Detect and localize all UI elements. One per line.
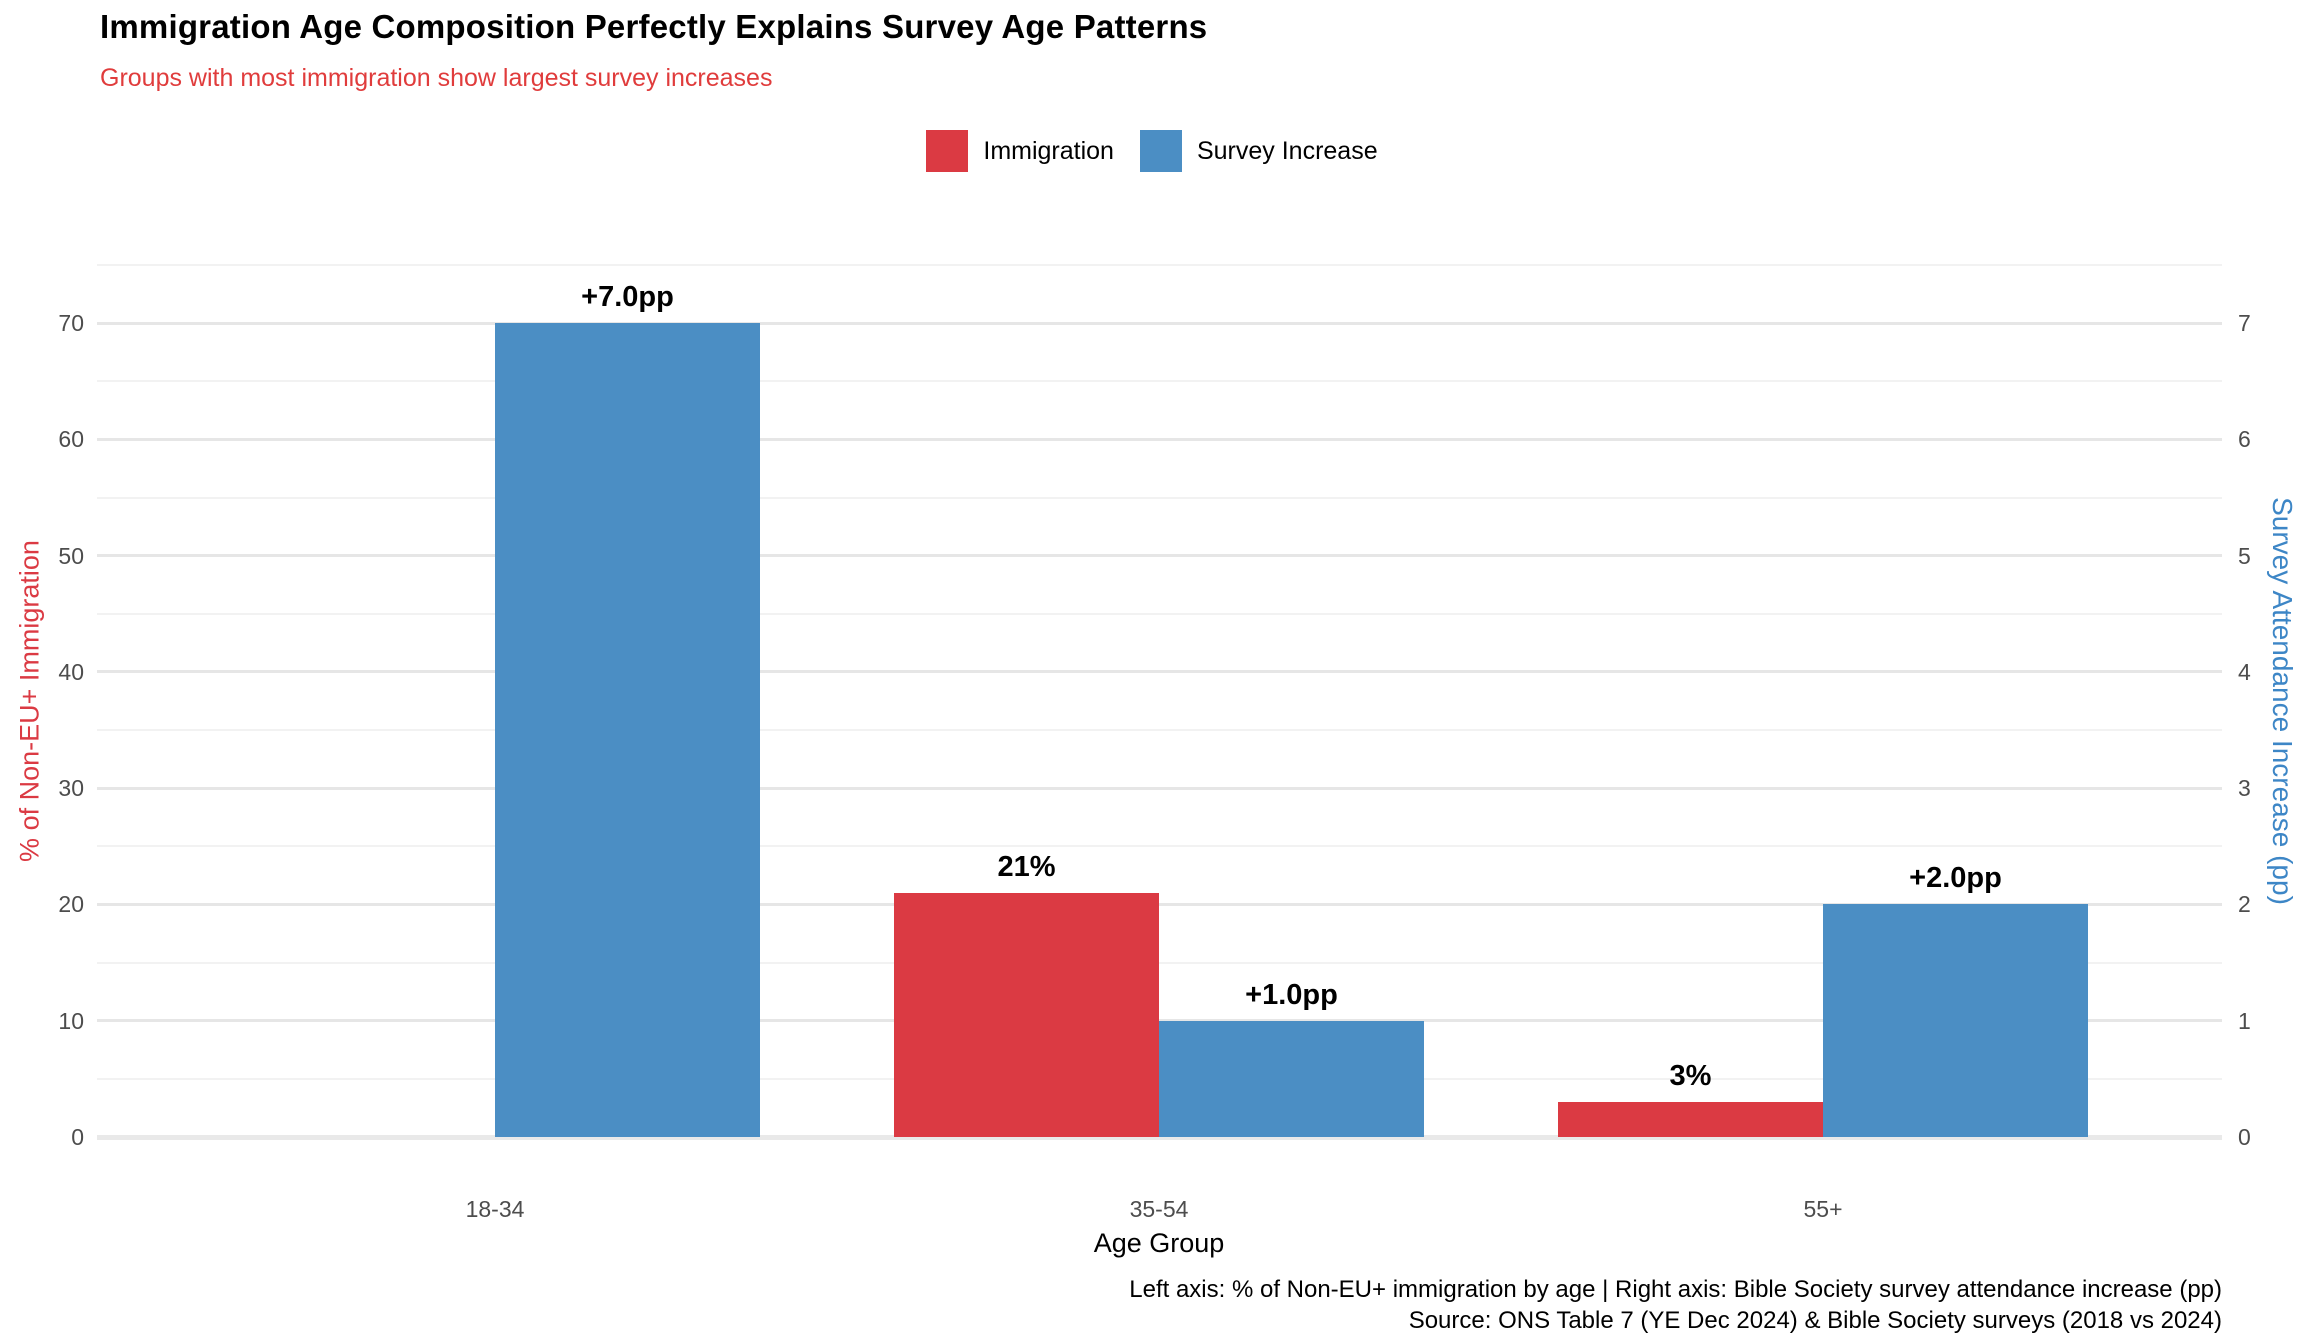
gridline	[97, 437, 2222, 441]
gridline	[97, 264, 2222, 266]
right-axis-tick-label: 3	[2238, 775, 2251, 802]
left-axis-tick-label: 30	[58, 775, 84, 802]
caption-source: Source: ONS Table 7 (YE Dec 2024) & Bibl…	[1408, 1307, 2222, 1334]
left-axis-tick-label: 50	[58, 542, 84, 569]
left-axis-title: % of Non-EU+ Immigration	[14, 540, 45, 862]
bar-immigration-55+[interactable]	[1558, 1102, 1823, 1137]
gridline	[97, 902, 2222, 906]
gridline	[97, 786, 2222, 790]
bar-value-label: 21%	[997, 850, 1056, 883]
gridline	[97, 321, 2222, 325]
right-axis-tick-label: 4	[2238, 658, 2251, 685]
x-axis-title: Age Group	[1093, 1228, 1225, 1258]
left-axis-tick-label: 20	[58, 891, 84, 918]
right-axis-tick-label: 1	[2238, 1007, 2251, 1034]
gridline	[97, 554, 2222, 558]
gridline	[97, 845, 2222, 848]
bar-value-label: +2.0pp	[1909, 862, 2002, 895]
x-axis-tick-label: 35-54	[1129, 1196, 1189, 1222]
bar-survey-increase-35-54[interactable]	[1159, 1020, 1424, 1137]
chart-title: Immigration Age Composition Perfectly Ex…	[100, 8, 1208, 45]
right-axis-tick-label: 2	[2238, 891, 2251, 918]
legend-label-immigration: Immigration	[983, 136, 1114, 165]
gridline	[97, 496, 2222, 499]
left-axis-tick-label: 60	[58, 426, 84, 453]
legend-item-survey-increase[interactable]: Survey Increase	[1139, 130, 1378, 172]
gridline	[97, 380, 2222, 383]
bar-value-label: +1.0pp	[1245, 978, 1338, 1011]
bar-immigration-35-54[interactable]	[894, 892, 1159, 1137]
legend-swatch-survey-increase-icon	[1139, 130, 1182, 172]
bar-survey-increase-18-34[interactable]	[495, 323, 760, 1137]
left-axis-tick-label: 40	[58, 658, 84, 685]
right-axis-tick-label: 6	[2238, 426, 2251, 453]
gridline-zero	[97, 1134, 2222, 1140]
bar-survey-increase-55+[interactable]	[1823, 904, 2088, 1137]
gridline	[97, 961, 2222, 964]
legend-label-survey-increase: Survey Increase	[1196, 136, 1378, 165]
right-axis-tick-label: 7	[2238, 310, 2251, 337]
bar-value-label: +7.0pp	[581, 281, 674, 314]
left-axis-tick-label: 0	[71, 1124, 84, 1150]
chart-subtitle: Groups with most immigration show larges…	[100, 64, 773, 92]
x-axis-tick-label: 18-34	[465, 1196, 525, 1222]
legend-item-immigration[interactable]: Immigration	[926, 130, 1114, 172]
chart-captions: Left axis: % of Non-EU+ immigration by a…	[1129, 1274, 2222, 1336]
gridline	[97, 670, 2222, 674]
legend: Immigration Survey Increase	[0, 130, 2304, 172]
caption-axes: Left axis: % of Non-EU+ immigration by a…	[1129, 1276, 2222, 1303]
right-axis-tick-label: 0	[2238, 1124, 2251, 1150]
bar-value-label: 3%	[1669, 1060, 1712, 1093]
x-axis-tick-label: 55+	[1803, 1196, 1843, 1222]
legend-swatch-immigration-icon	[926, 130, 969, 172]
gridline	[97, 729, 2222, 732]
right-axis-title: Survey Attendance Increase (pp)	[2267, 497, 2298, 905]
gridline	[97, 612, 2222, 615]
right-axis-tick-label: 5	[2238, 542, 2251, 569]
left-axis-tick-label: 10	[58, 1007, 84, 1034]
left-axis-tick-label: 70	[58, 310, 84, 337]
